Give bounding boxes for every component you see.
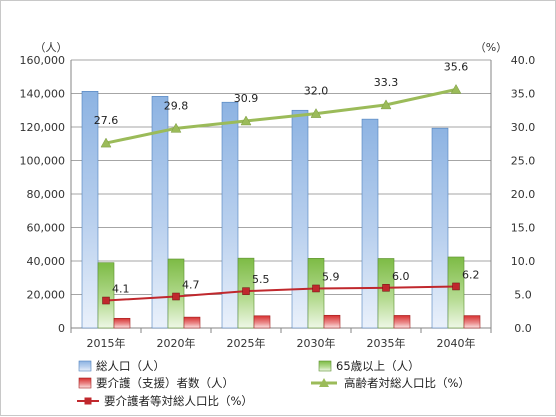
- y-right-tick-label: 10.0: [511, 255, 536, 268]
- y-right-tick-label: 30.0: [511, 121, 536, 134]
- line-marker-triangle: [100, 137, 112, 148]
- line-marker-triangle: [310, 108, 322, 118]
- legend-swatch-marker: [319, 378, 329, 387]
- data-labels: 27.6 29.8 30.9 32.0 33.3 35.6 4.1 4.7 5.5 5.9 6.0 6…: [94, 60, 480, 295]
- line-marker-square: [312, 284, 320, 293]
- line-marker-square: [452, 282, 460, 291]
- y-left-tick-label: 160,000: [20, 54, 66, 67]
- y-left-unit: （人）: [35, 41, 68, 54]
- x-tick-label: 2020年: [157, 336, 196, 350]
- line-marker-square: [102, 296, 110, 305]
- y-right-tick-label: 0.0: [514, 322, 532, 335]
- line-marker-square: [242, 287, 250, 295]
- series-line: [105, 88, 457, 145]
- bar: [307, 258, 325, 329]
- line-marker-square: [172, 292, 180, 301]
- data-label: 29.8: [164, 99, 189, 112]
- x-tick-label: 2030年: [297, 336, 336, 350]
- bar: [97, 262, 115, 329]
- bar: [151, 96, 169, 329]
- bar: [113, 317, 131, 329]
- bar: [323, 314, 341, 329]
- y-right-tick-label: 35.0: [511, 88, 536, 101]
- data-label: 6.0: [392, 270, 410, 283]
- legend: 総人口（人） 65歳以上（人） 要介護（支援）者数（人） 高齢者対総人口比（%） 要介護…: [77, 359, 470, 408]
- y-left-tick-label: 20,000: [27, 289, 66, 302]
- bar: [463, 315, 481, 329]
- line-marker-triangle: [380, 99, 392, 110]
- y-right-tick-label: 25.0: [511, 155, 536, 168]
- y-left-tick-label: 100,000: [20, 155, 66, 168]
- y-right-tick-label: 5.0: [514, 289, 532, 302]
- bar: [361, 118, 379, 329]
- y-left-tick-label: 140,000: [20, 88, 66, 101]
- y-left-tick-label: 120,000: [20, 121, 66, 134]
- line-marker-square: [382, 284, 390, 292]
- y-right-tick-label: 40.0: [511, 54, 536, 67]
- bars: [81, 91, 481, 329]
- bar: [253, 315, 271, 329]
- data-label: 4.7: [182, 279, 200, 292]
- y-right-unit: （%）: [475, 41, 507, 54]
- bar: [447, 256, 465, 329]
- bar: [183, 316, 201, 329]
- bar: [393, 315, 411, 329]
- y-left-tick-label: 60,000: [27, 222, 66, 235]
- y-left-tick-label: 0: [58, 322, 65, 335]
- legend-swatch: [78, 360, 92, 372]
- legend-label: 要介護（支援）者数（人）: [96, 376, 234, 390]
- gridlines: [71, 59, 491, 329]
- bar: [377, 258, 395, 329]
- legend-swatch: [318, 360, 332, 372]
- lines: [100, 83, 462, 305]
- bar: [221, 101, 239, 329]
- series-line: [105, 285, 457, 302]
- legend-swatch-marker: [84, 397, 92, 405]
- x-tick-label: 2025年: [227, 336, 266, 350]
- data-label: 27.6: [94, 114, 119, 127]
- line-marker-triangle: [240, 115, 252, 126]
- legend-label: 65歳以上（人）: [336, 359, 420, 373]
- data-label: 35.6: [444, 60, 469, 73]
- data-label: 6.2: [462, 268, 480, 281]
- bar: [431, 127, 449, 329]
- data-label: 5.5: [252, 273, 270, 286]
- x-tick-label: 2015年: [87, 336, 126, 350]
- y-right-tick-label: 20.0: [511, 188, 536, 201]
- data-label: 30.9: [234, 92, 259, 105]
- bar: [81, 91, 99, 329]
- legend-swatch: [78, 377, 92, 389]
- data-label: 5.9: [322, 270, 340, 283]
- y-left-tick-label: 80,000: [27, 188, 66, 201]
- line-marker-triangle: [450, 83, 462, 94]
- data-label: 33.3: [374, 76, 399, 89]
- line-marker-triangle: [170, 122, 182, 133]
- x-tick-label: 2035年: [367, 336, 406, 350]
- y-left-tick-label: 40,000: [27, 255, 66, 268]
- y-right-tick-label: 15.0: [511, 222, 536, 235]
- x-tick-label: 2040年: [437, 336, 476, 350]
- data-label: 4.1: [112, 283, 130, 296]
- axes: 0 20,000 40,000 60,000 80,000 100,000 120,000 1…: [20, 41, 536, 350]
- legend-label: 要介護者等対総人口比（%）: [104, 394, 253, 408]
- legend-label: 総人口（人）: [96, 359, 165, 373]
- legend-label: 高齢者対総人口比（%）: [344, 376, 470, 390]
- data-label: 32.0: [304, 85, 329, 98]
- bar: [291, 109, 309, 329]
